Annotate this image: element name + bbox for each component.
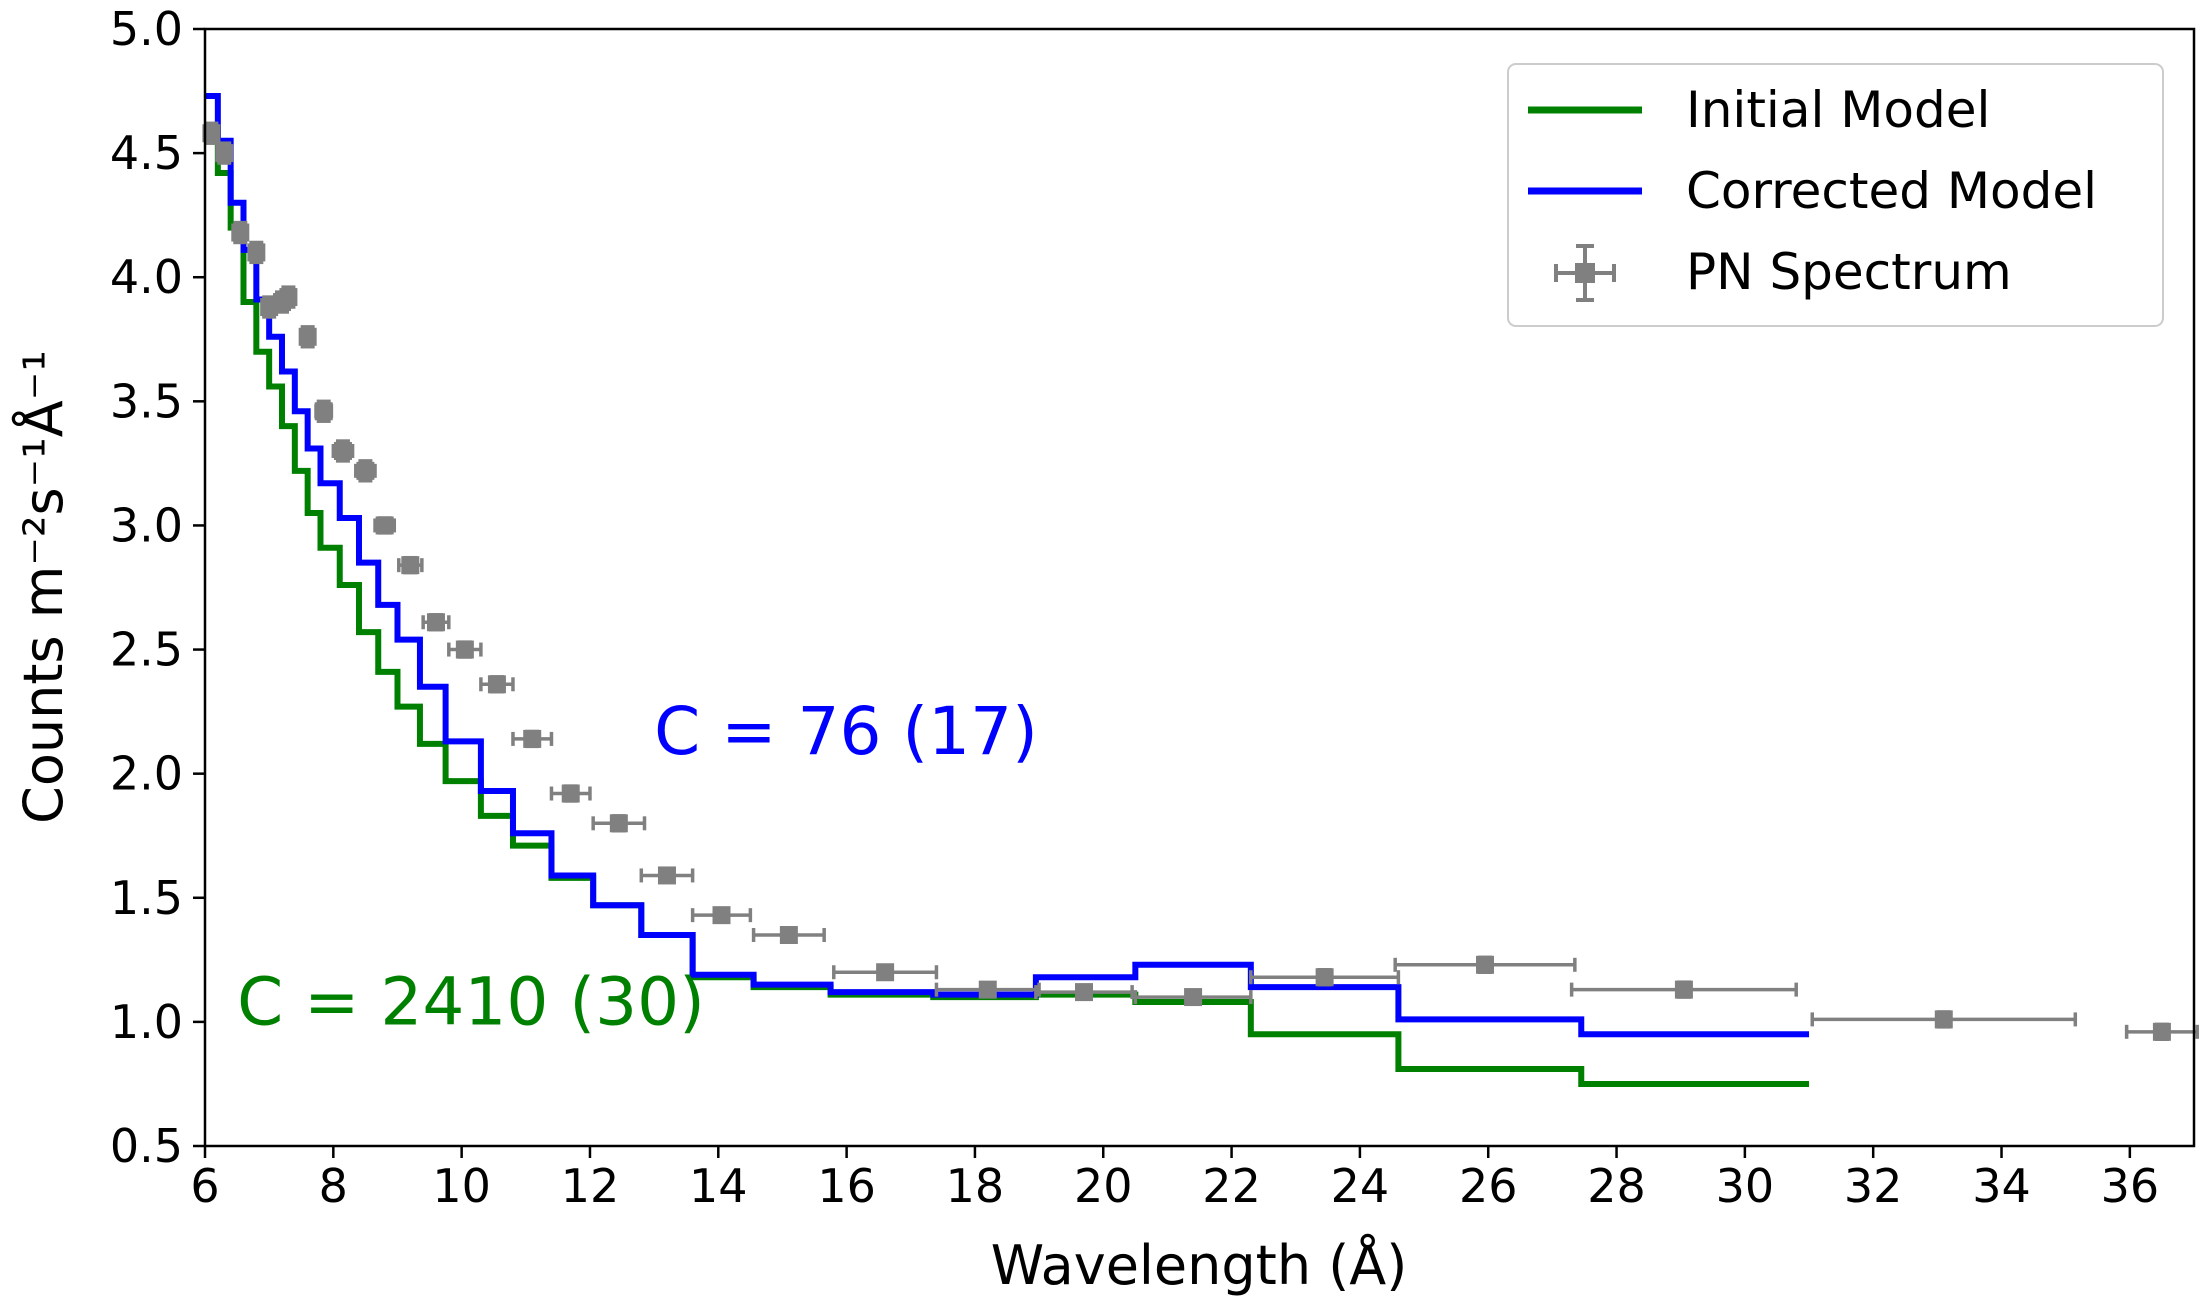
data-point: [751, 926, 826, 945]
y-tick-label: 5.0: [110, 2, 183, 56]
y-tick-label: 0.5: [110, 1119, 183, 1173]
x-axis-title: Wavelength (Å): [991, 1233, 1408, 1297]
data-point: [202, 121, 221, 145]
series-pn-spectrum: [202, 121, 2199, 1042]
x-tick-label: 12: [561, 1159, 620, 1213]
data-point: [511, 729, 554, 749]
series-layer: [202, 93, 2199, 1087]
data-point: [421, 613, 451, 632]
x-tick-label: 14: [689, 1159, 748, 1213]
x-tick-label: 34: [1972, 1159, 2031, 1213]
y-axis: 0.5 1.0 1.5 2.0 2.5 3.0 3.5 4.0 4.5 5.0: [110, 2, 205, 1173]
x-tick-label: 22: [1202, 1159, 1261, 1213]
y-tick-label: 4.0: [110, 250, 183, 304]
x-tick-label: 10: [432, 1159, 491, 1213]
legend-label-corrected-model: Corrected Model: [1686, 162, 2097, 220]
legend-label-pn-spectrum: PN Spectrum: [1686, 243, 2012, 301]
annotation-initial-c-stat: C = 2410 (30): [237, 963, 705, 1040]
data-point: [1133, 988, 1253, 1007]
data-point: [231, 220, 250, 245]
data-point: [447, 640, 483, 659]
data-point: [1810, 1010, 2078, 1029]
y-tick-label: 3.0: [110, 498, 183, 552]
data-point: [1569, 980, 1798, 999]
legend-swatch-pn-spectrum: [1554, 244, 1616, 302]
data-point: [479, 675, 515, 694]
x-tick-label: 6: [190, 1159, 219, 1213]
y-tick-label: 2.0: [110, 747, 183, 801]
legend: Initial Model Corrected Model PN Spectru…: [1507, 63, 2164, 327]
x-tick-label: 30: [1716, 1159, 1775, 1213]
y-tick-label: 1.5: [110, 871, 183, 925]
data-point: [639, 866, 695, 885]
y-tick-label: 3.5: [110, 374, 183, 428]
x-tick-label: 8: [319, 1159, 348, 1213]
plot-frame: [203, 27, 2196, 1148]
data-point: [549, 784, 592, 803]
data-point: [314, 399, 334, 423]
data-point: [397, 555, 424, 575]
data-point: [247, 240, 266, 265]
data-point: [279, 285, 298, 309]
x-tick-label: 36: [2101, 1159, 2160, 1213]
data-point: [298, 325, 317, 349]
legend-label-initial-model: Initial Model: [1686, 81, 1990, 139]
x-tick-label: 16: [817, 1159, 876, 1213]
data-point: [373, 516, 397, 535]
x-tick-label: 18: [946, 1159, 1005, 1213]
x-tick-label: 24: [1331, 1159, 1390, 1213]
data-point: [591, 814, 647, 833]
annotation-corrected-c-stat: C = 76 (17): [654, 693, 1038, 770]
data-point: [934, 980, 1041, 999]
data-point: [1393, 955, 1577, 974]
data-point: [690, 906, 753, 925]
data-point: [215, 141, 234, 165]
y-tick-label: 4.5: [110, 126, 183, 180]
data-point: [1249, 968, 1401, 987]
data-point: [331, 439, 355, 463]
legend-box: [1507, 63, 2164, 327]
data-point: [354, 459, 377, 483]
y-tick-label: 1.0: [110, 995, 183, 1049]
data-point: [832, 963, 939, 982]
x-tick-label: 28: [1587, 1159, 1646, 1213]
data-point: [2124, 1022, 2199, 1042]
x-tick-label: 26: [1459, 1159, 1518, 1213]
x-axis: 6 8 10 12 14 16 18 20 22 24 26 28 30 32 34 36: [190, 1146, 2159, 1213]
x-tick-label: 32: [1844, 1159, 1903, 1213]
x-tick-label: 20: [1074, 1159, 1133, 1213]
y-axis-title: Counts m⁻²s⁻¹Å⁻¹: [11, 350, 75, 824]
y-tick-label: 2.5: [110, 623, 183, 677]
data-point: [1034, 983, 1134, 1002]
